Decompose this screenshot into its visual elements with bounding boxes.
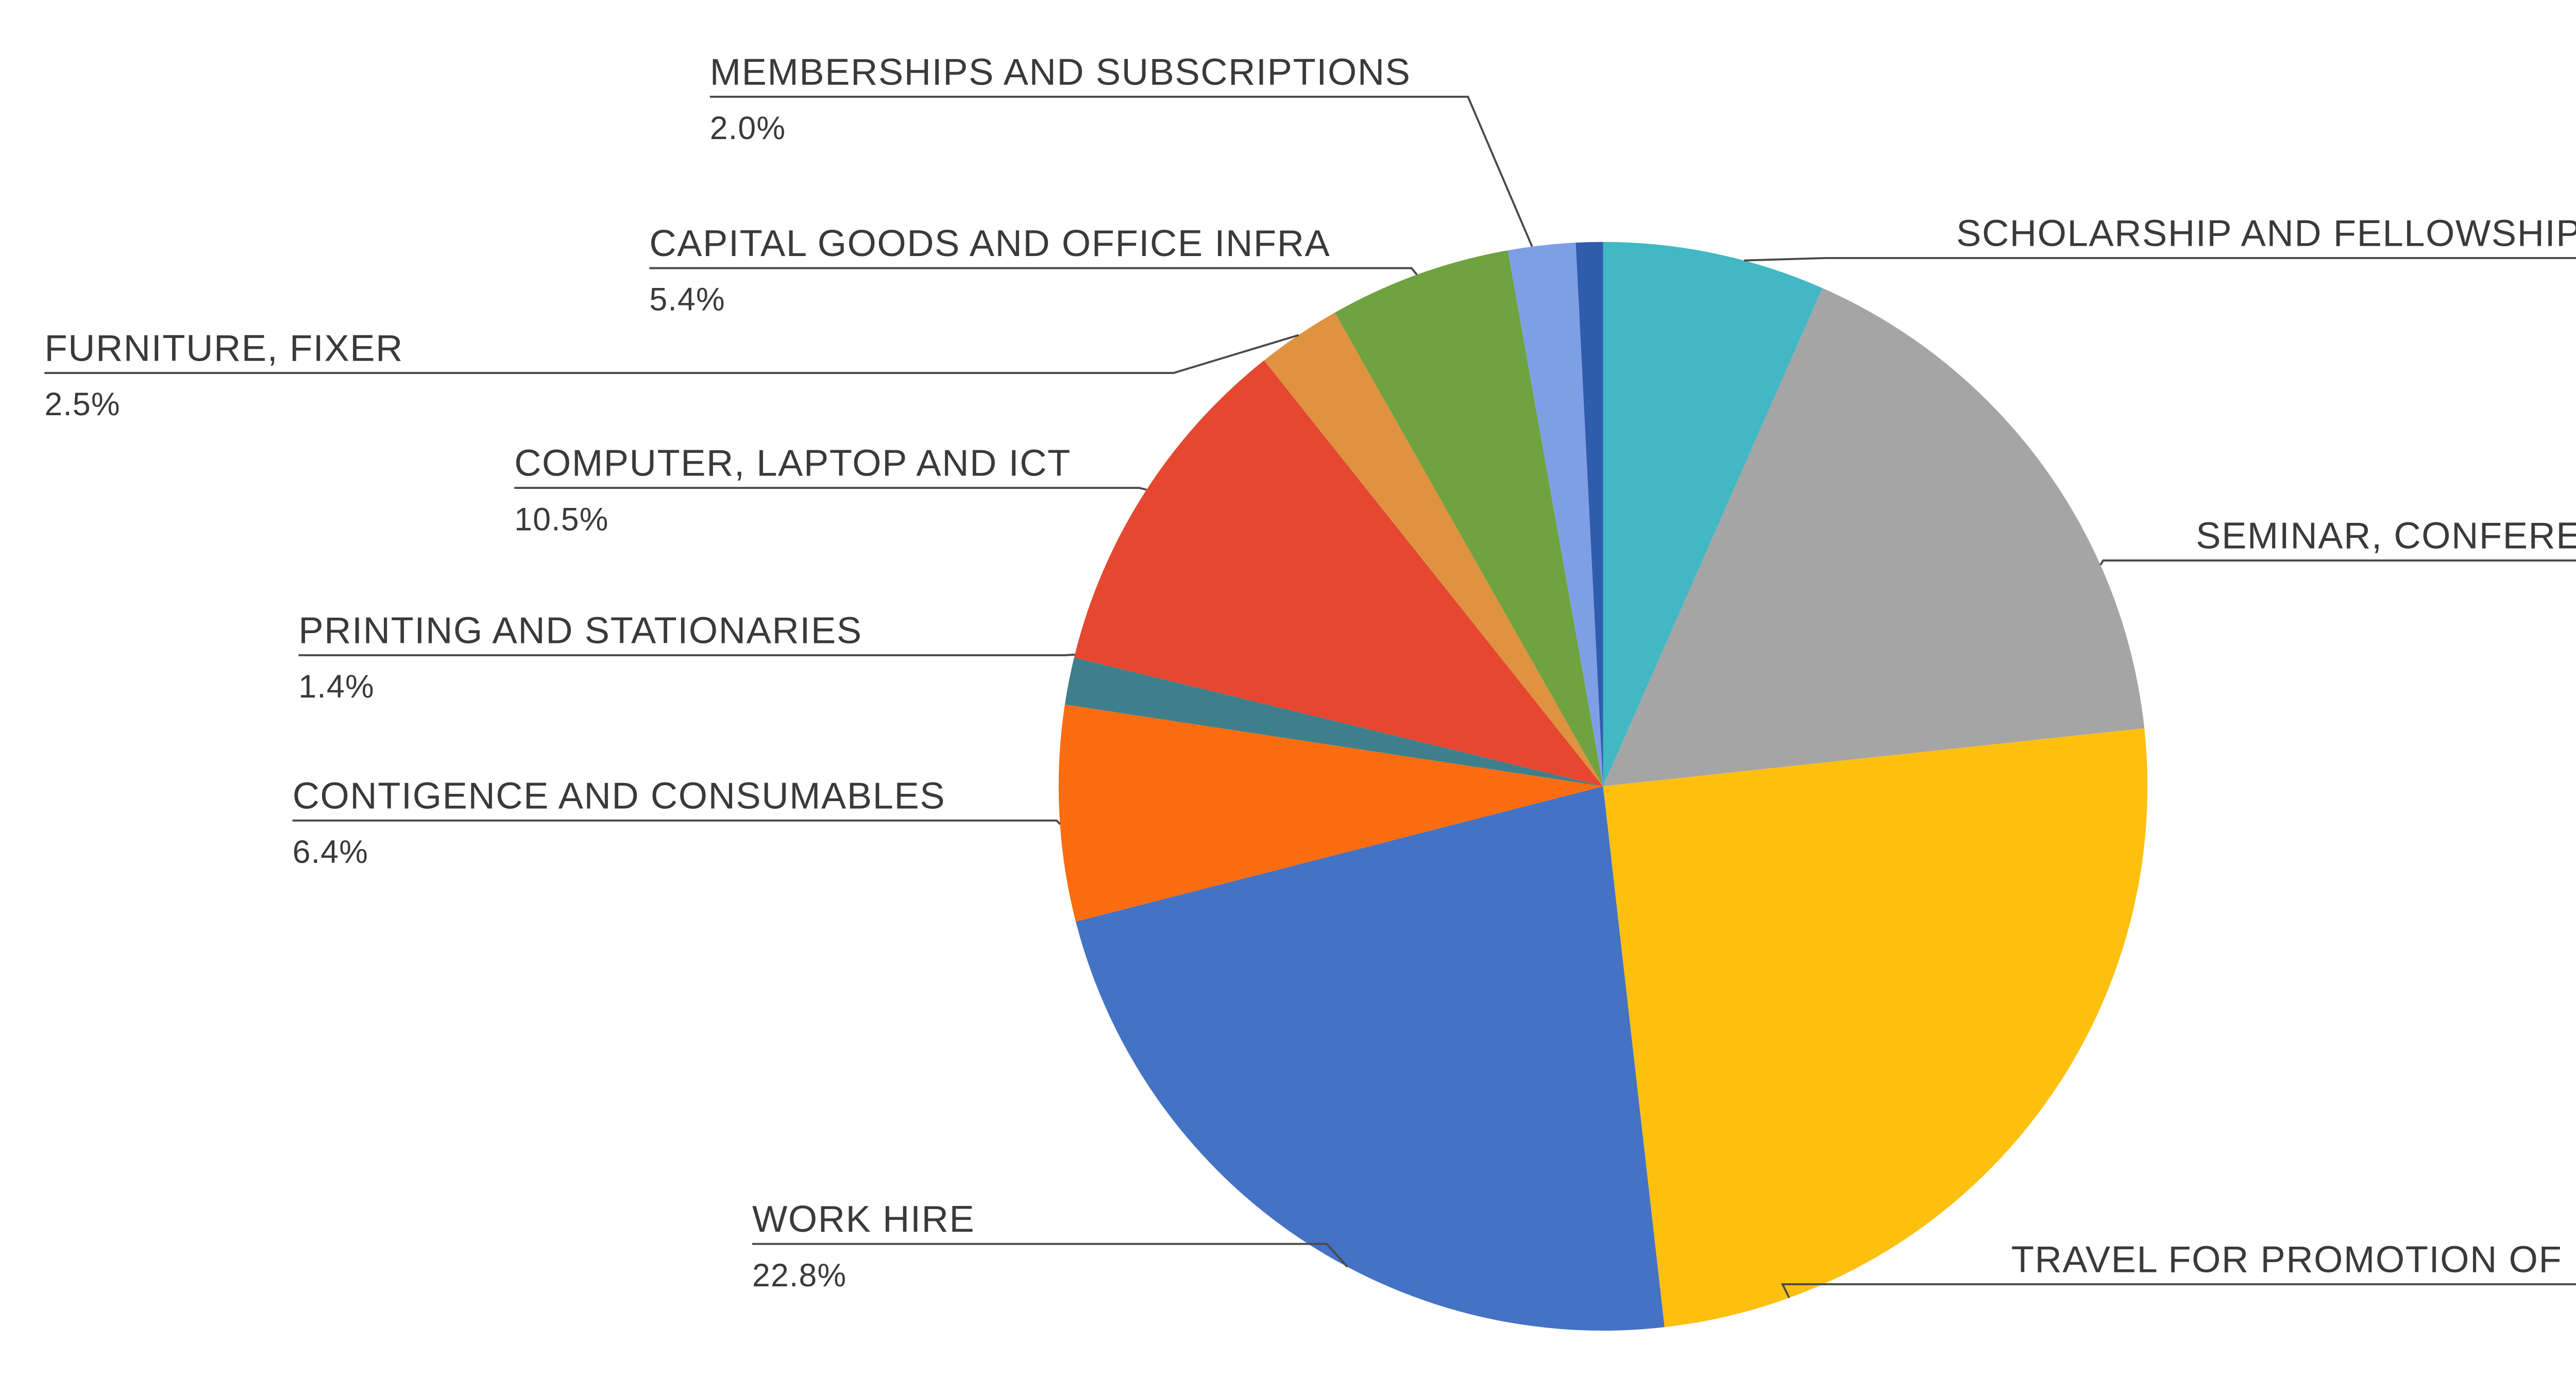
slice-percent-contigence-and-consumables: 6.4%: [293, 834, 368, 870]
leader-line-work-hire: [752, 1243, 1348, 1268]
leader-line-travel-for-promotion-of-international-relations: [1781, 1283, 2576, 1299]
pie-slice-work-hire: [1076, 786, 1665, 1331]
slice-percent-memberships-and-subscriptions: 2.0%: [710, 110, 786, 146]
pie-slice-computer-laptop-and-ict: [1074, 360, 1603, 787]
pie-slice-memberships-and-subscriptions: [1507, 242, 1603, 787]
slice-label-memberships-and-subscriptions: MEMBERSHIPS AND SUBSCRIPTIONS: [710, 51, 1411, 93]
pie-slice-scholarship-and-fellowship-awards-rewards: [1603, 242, 1823, 787]
leader-line-computer-laptop-and-ict: [514, 487, 1147, 491]
slice-label-scholarship-and-fellowship-awards-rewards: SCHOLARSHIP AND FELLOWSHIP, AWARDS, REWA…: [1956, 212, 2576, 254]
label-group-contigence-and-consumables: CONTIGENCE AND CONSUMABLES 6.4%: [292, 775, 1061, 870]
leader-line-furniture-fixer: [44, 334, 1299, 374]
pie-slice-other: [1575, 242, 1603, 787]
pie-slice-contigence-and-consumables: [1058, 704, 1603, 922]
label-group-seminar-conference-events-and-dele: SEMINAR, CONFERENCE, EVENTS AND DELE...1…: [2099, 515, 2576, 566]
slice-percent-capital-goods-and-office-infra: 5.4%: [649, 282, 725, 318]
slice-percent-printing-and-stationaries: 1.4%: [298, 669, 374, 705]
label-group-computer-laptop-and-ict: COMPUTER, LAPTOP AND ICT 10.5%: [514, 443, 1147, 537]
label-group-scholarship-and-fellowship-awards-rewards: SCHOLARSHIP AND FELLOWSHIP, AWARDS, REWA…: [1744, 212, 2576, 262]
slice-label-printing-and-stationaries: PRINTING AND STATIONARIES: [298, 609, 862, 651]
pie-slices: [1058, 242, 2148, 1331]
pie-slice-furniture-fixer: [1264, 312, 1603, 787]
label-group-furniture-fixer: FURNITURE, FIXER 2.5%: [44, 328, 1299, 422]
leader-line-capital-goods-and-office-infra: [649, 267, 1418, 276]
slice-label-contigence-and-consumables: CONTIGENCE AND CONSUMABLES: [293, 775, 946, 817]
pie-slice-travel-for-promotion-of-international-relations: [1603, 728, 2148, 1328]
slice-label-work-hire: WORK HIRE: [752, 1198, 975, 1240]
pie-slice-capital-goods-and-office-infra: [1334, 250, 1603, 787]
label-group-printing-and-stationaries: PRINTING AND STATIONARIES 1.4%: [298, 609, 1075, 705]
slice-label-travel-for-promotion-of-international-relations: TRAVEL FOR PROMOTION OF INTERNATIONAL RE…: [2011, 1238, 2576, 1280]
leader-line-contigence-and-consumables: [292, 819, 1061, 825]
label-group-memberships-and-subscriptions: MEMBERSHIPS AND SUBSCRIPTIONS 2.0%: [709, 51, 1533, 247]
label-group-travel-for-promotion-of-international-relations: TRAVEL FOR PROMOTION OF INTERNATIONAL RE…: [1781, 1238, 2576, 1299]
label-group-work-hire: WORK HIRE 22.8%: [752, 1198, 1348, 1294]
leader-line-seminar-conference-events-and-dele: [2099, 559, 2576, 566]
slice-percent-furniture-fixer: 2.5%: [44, 386, 120, 422]
slice-percent-work-hire: 22.8%: [752, 1257, 846, 1294]
leader-line-memberships-and-subscriptions: [709, 95, 1533, 247]
slice-label-furniture-fixer: FURNITURE, FIXER: [44, 328, 403, 369]
slice-label-capital-goods-and-office-infra: CAPITAL GOODS AND OFFICE INFRA: [649, 223, 1330, 264]
slice-percent-computer-laptop-and-ict: 10.5%: [514, 501, 608, 537]
pie-labels: SCHOLARSHIP AND FELLOWSHIP, AWARDS, REWA…: [44, 51, 2576, 1299]
pie-slice-printing-and-stationaries: [1064, 657, 1603, 787]
pie-slice-seminar-conference-events-and-dele: [1603, 288, 2145, 787]
slice-label-seminar-conference-events-and-dele: SEMINAR, CONFERENCE, EVENTS AND DELE...: [2196, 515, 2576, 557]
label-group-capital-goods-and-office-infra: CAPITAL GOODS AND OFFICE INFRA 5.4%: [649, 223, 1418, 318]
leader-line-scholarship-and-fellowship-awards-rewards: [1744, 257, 2576, 262]
slice-label-computer-laptop-and-ict: COMPUTER, LAPTOP AND ICT: [514, 443, 1071, 484]
